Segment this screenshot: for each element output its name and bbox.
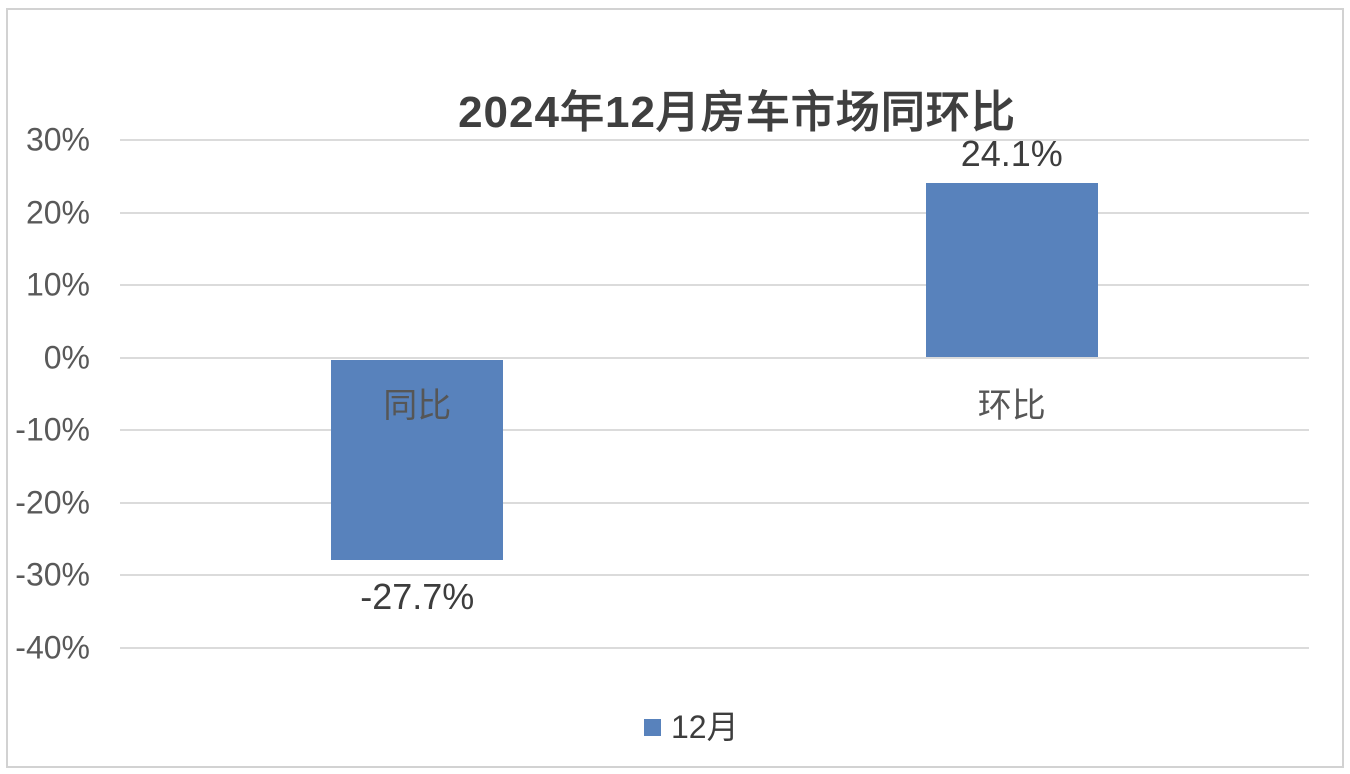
gridline: [120, 429, 1309, 431]
data-label: -27.7%: [360, 576, 475, 618]
chart-border-frame: 2024年12月房车市场同环比 30% 20% 10% 0% -10% -20% -30% -…: [6, 8, 1344, 768]
gridline: [120, 501, 1309, 504]
category-label: 环比: [977, 386, 1046, 425]
y-axis-tick-label: -20%: [15, 484, 90, 520]
y-axis-tick-label: 30%: [25, 121, 90, 158]
gridline: [120, 356, 1309, 359]
gridline: [120, 139, 1309, 141]
y-axis-tick-label: 0%: [43, 339, 90, 375]
y-axis-tick-label: 10%: [25, 266, 90, 303]
y-axis-tick-label: -40%: [15, 629, 90, 665]
chart-title: 2024年12月房车市场同环比: [458, 88, 1016, 137]
data-label: 24.1%: [960, 132, 1063, 174]
gridline: [120, 574, 1309, 576]
gridline: [120, 646, 1309, 649]
gridline: [120, 284, 1309, 286]
bar-环比: [925, 182, 1098, 358]
legend-swatch-icon: [644, 718, 661, 736]
legend-label: 12月: [671, 709, 739, 745]
gridline: [120, 211, 1309, 214]
bar-同比: [331, 359, 504, 561]
y-axis-tick-label: -30%: [15, 556, 90, 593]
y-axis-tick-label: 20%: [25, 194, 90, 230]
category-label: 同比: [383, 386, 452, 425]
y-axis-tick-label: -10%: [15, 411, 90, 448]
legend: 12月: [644, 711, 739, 743]
